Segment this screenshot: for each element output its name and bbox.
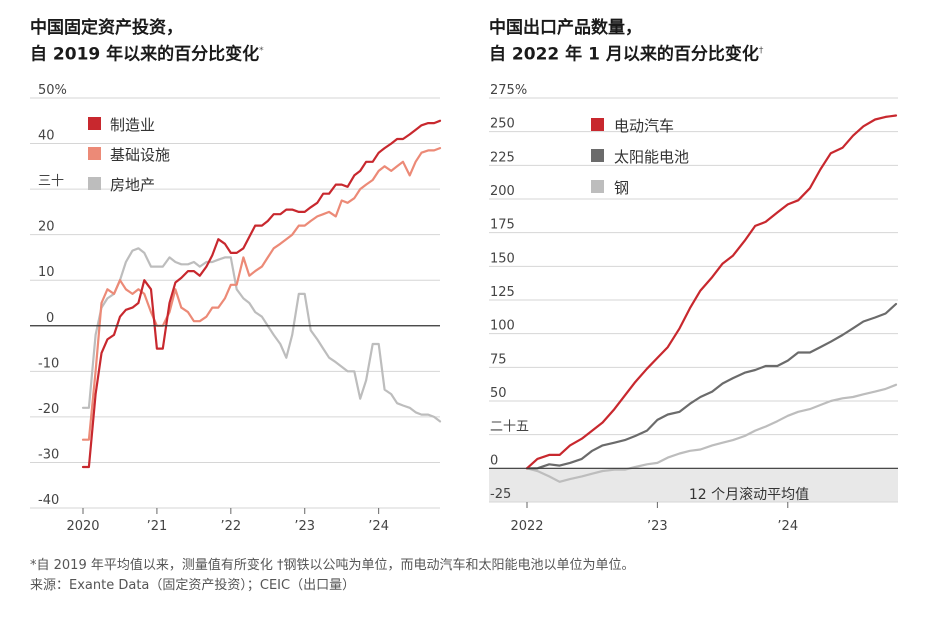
right-legend-swatch-3 (591, 180, 604, 193)
left-y-tick-label: 40 (38, 129, 55, 144)
right-x-tick-label: ’24 (777, 519, 798, 534)
right-y-tick-label: 175 (490, 218, 515, 233)
right-y-tick-label: -25 (490, 487, 511, 502)
left-y-tick-label: -30 (38, 447, 59, 462)
right-title-line2-text: 自 2022 年 1 月以来的百分比变化 (489, 44, 759, 65)
left-title-line1: 中国固定资产投资， (30, 18, 183, 38)
left-x-tick-label: ’22 (220, 519, 241, 534)
left-legend-label-3: 房地产 (110, 176, 155, 194)
right-legend-label-1: 电动汽车 (614, 117, 674, 135)
right-x-tick-label: 2022 (510, 519, 543, 534)
right-y-tick-label: 0 (490, 453, 498, 468)
right-title-footnote-mark: † (758, 46, 764, 56)
left-x-tick-label: 2020 (66, 519, 99, 534)
right-series-line-3 (525, 383, 898, 483)
right-title-line2: 自 2022 年 1 月以来的百分比变化† (489, 40, 763, 67)
left-legend-swatch-2 (88, 147, 101, 160)
right-y-tick-label: 125 (490, 285, 515, 300)
left-title-line2-text: 自 2019 年以来的百分比变化 (30, 44, 260, 65)
left-x-tick-label: ’23 (294, 519, 315, 534)
left-y-tick-label: -20 (38, 402, 59, 417)
footnote-units: *自 2019 年平均值以来，测量值有所变化 †钢铁以公吨为单位，而电动汽车和太… (30, 558, 635, 573)
right-y-tick-label: 二十五 (490, 420, 529, 435)
right-y-tick-label: 100 (490, 319, 515, 334)
left-legend-label-1: 制造业 (110, 116, 155, 134)
left-series-line-1 (81, 119, 442, 469)
right-legend-label-2: 太阳能电池 (614, 148, 689, 166)
left-legend-swatch-1 (88, 117, 101, 130)
right-y-tick-label: 150 (490, 251, 515, 266)
right-x-tick-label: ’23 (647, 519, 668, 534)
right-y-tick-label: 75 (490, 352, 507, 367)
right-y-tick-label: 250 (490, 117, 515, 132)
right-chart-title: 中国出口产品数量， 自 2022 年 1 月以来的百分比变化† (489, 17, 763, 67)
left-title-footnote-mark: * (259, 46, 264, 56)
right-series-line-1 (525, 114, 898, 470)
right-title-line1: 中国出口产品数量， (489, 18, 642, 38)
left-x-tick-label: ’21 (147, 519, 168, 534)
right-y-tick-label: 225 (490, 150, 515, 165)
right-legend-label-3: 钢 (614, 179, 629, 197)
left-y-tick-label: 20 (38, 220, 55, 235)
footnote-sources: 来源：Exante Data（固定资产投资）；CEIC（出口量） (30, 578, 356, 593)
right-rolling-average-note: 12 个月滚动平均值 (689, 486, 809, 503)
left-chart-title: 中国固定资产投资， 自 2019 年以来的百分比变化* (30, 17, 264, 67)
left-series-line-3 (81, 247, 442, 423)
left-title-line2: 自 2019 年以来的百分比变化* (30, 40, 264, 67)
left-y-tick-label: 50% (38, 83, 67, 98)
left-series-line-2 (81, 147, 442, 441)
left-x-tick-label: ’24 (368, 519, 389, 534)
right-negative-shade (489, 468, 898, 502)
left-y-tick-label: 三十 (38, 174, 64, 189)
right-series-line-2 (525, 302, 898, 470)
left-y-tick-label: 0 (46, 311, 54, 326)
right-y-tick-label: 200 (490, 184, 515, 199)
right-legend-swatch-1 (591, 118, 604, 131)
left-legend-swatch-3 (88, 177, 101, 190)
left-y-tick-label: -40 (38, 493, 59, 508)
right-legend-swatch-2 (591, 149, 604, 162)
right-y-tick-label: 50 (490, 386, 507, 401)
left-y-tick-label: 10 (38, 265, 55, 280)
right-y-tick-label: 275% (490, 83, 527, 98)
left-legend-label-2: 基础设施 (110, 146, 170, 164)
left-y-tick-label: -10 (38, 356, 59, 371)
